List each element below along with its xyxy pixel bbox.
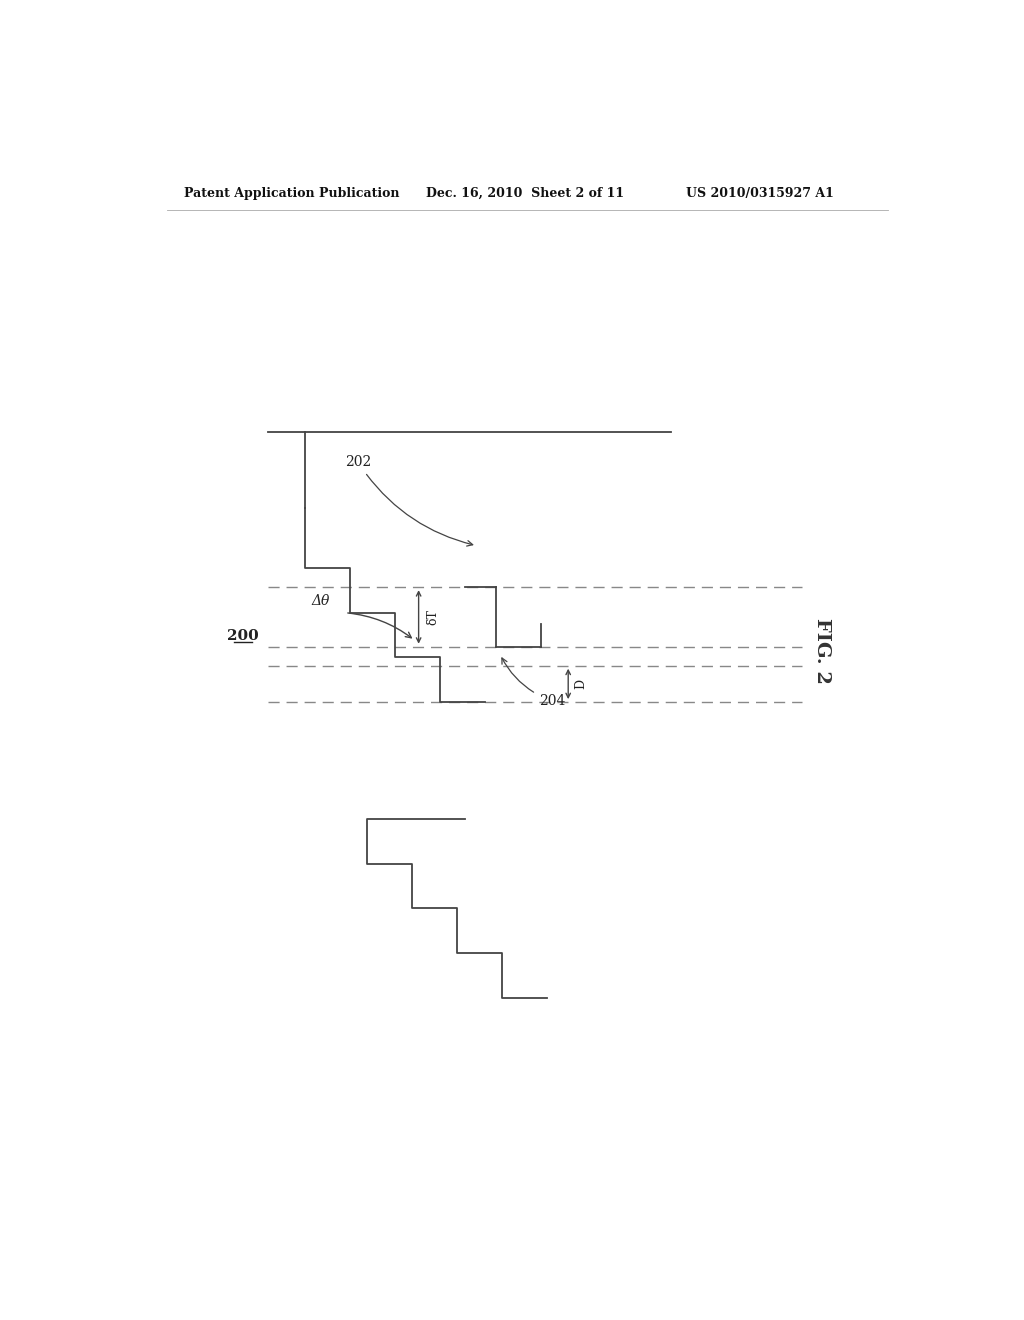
Text: 202: 202 [345,455,473,546]
Text: Patent Application Publication: Patent Application Publication [183,186,399,199]
Text: 200: 200 [227,628,259,643]
Text: Δθ: Δθ [311,594,330,609]
Text: US 2010/0315927 A1: US 2010/0315927 A1 [686,186,834,199]
Text: 204: 204 [502,657,565,708]
Text: D: D [574,678,588,689]
Text: FIG. 2: FIG. 2 [813,618,830,684]
Text: δT: δT [426,609,439,624]
Text: Dec. 16, 2010  Sheet 2 of 11: Dec. 16, 2010 Sheet 2 of 11 [426,186,625,199]
